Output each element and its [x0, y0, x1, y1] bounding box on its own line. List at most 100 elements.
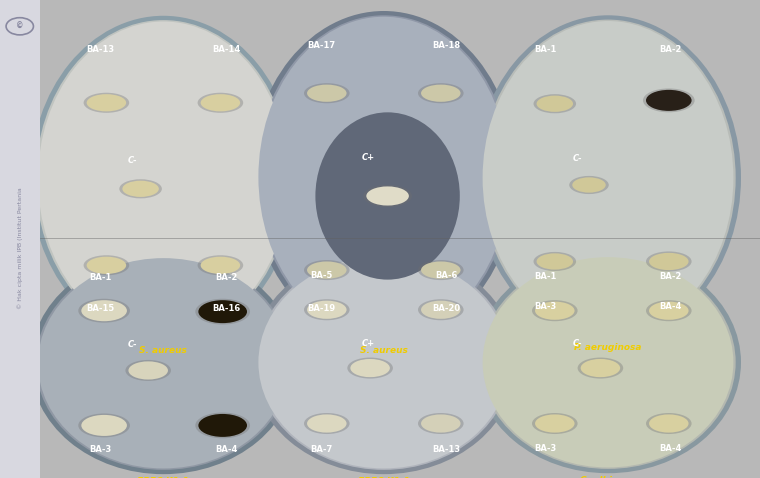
Ellipse shape	[421, 261, 461, 279]
Ellipse shape	[421, 85, 461, 102]
Ellipse shape	[307, 85, 347, 102]
Ellipse shape	[483, 21, 733, 335]
Ellipse shape	[78, 299, 130, 323]
Ellipse shape	[646, 300, 692, 321]
Ellipse shape	[198, 255, 243, 275]
Ellipse shape	[256, 255, 511, 470]
Text: C+: C+	[362, 339, 375, 348]
Ellipse shape	[483, 257, 733, 467]
Ellipse shape	[418, 413, 464, 434]
Ellipse shape	[304, 83, 350, 103]
Ellipse shape	[304, 299, 350, 320]
Ellipse shape	[347, 358, 393, 379]
Ellipse shape	[475, 251, 741, 473]
Ellipse shape	[315, 112, 460, 280]
Ellipse shape	[36, 20, 291, 338]
Ellipse shape	[578, 358, 623, 379]
Text: BA-13: BA-13	[432, 445, 461, 454]
Ellipse shape	[475, 15, 741, 340]
Text: ©: ©	[16, 22, 24, 31]
Ellipse shape	[119, 179, 162, 198]
Ellipse shape	[201, 94, 240, 111]
Text: C-: C-	[573, 339, 582, 348]
Ellipse shape	[195, 299, 250, 325]
Ellipse shape	[84, 93, 129, 113]
Ellipse shape	[418, 83, 464, 103]
Ellipse shape	[198, 414, 247, 437]
Ellipse shape	[418, 299, 464, 320]
Ellipse shape	[643, 88, 695, 112]
Ellipse shape	[421, 414, 461, 433]
Text: C-: C-	[128, 156, 138, 164]
Ellipse shape	[537, 96, 573, 112]
Text: S. aureus: S. aureus	[360, 346, 407, 355]
Ellipse shape	[128, 361, 168, 380]
Text: BA-14: BA-14	[212, 45, 240, 54]
Ellipse shape	[30, 16, 296, 343]
Ellipse shape	[418, 260, 464, 280]
Text: BA-15: BA-15	[87, 304, 115, 313]
Text: C+: C+	[362, 153, 375, 162]
Text: BA-4: BA-4	[660, 302, 682, 311]
Ellipse shape	[195, 413, 250, 438]
Ellipse shape	[350, 359, 390, 377]
Ellipse shape	[251, 250, 517, 474]
Text: BA-13: BA-13	[87, 45, 115, 54]
Text: BA-7: BA-7	[310, 445, 332, 454]
Text: BA-19: BA-19	[307, 304, 335, 313]
Ellipse shape	[304, 413, 350, 434]
Ellipse shape	[36, 257, 291, 470]
Ellipse shape	[363, 185, 412, 207]
Text: C-: C-	[128, 340, 138, 348]
Ellipse shape	[534, 252, 576, 271]
Ellipse shape	[258, 256, 509, 468]
Ellipse shape	[480, 256, 736, 469]
Text: C. albicans: C. albicans	[581, 477, 635, 478]
Ellipse shape	[125, 360, 171, 381]
Ellipse shape	[649, 302, 689, 320]
Ellipse shape	[81, 415, 127, 436]
Text: BA-1: BA-1	[534, 272, 556, 281]
Ellipse shape	[532, 300, 578, 321]
Text: S. aureus: S. aureus	[140, 346, 187, 355]
Ellipse shape	[256, 15, 511, 338]
Text: BA-1: BA-1	[90, 272, 112, 282]
Ellipse shape	[87, 257, 126, 274]
Ellipse shape	[198, 93, 243, 113]
Ellipse shape	[646, 90, 692, 111]
Ellipse shape	[78, 413, 130, 437]
Ellipse shape	[38, 258, 289, 468]
Ellipse shape	[304, 260, 350, 280]
Ellipse shape	[201, 257, 240, 274]
Ellipse shape	[480, 20, 736, 336]
Text: BA-5: BA-5	[310, 271, 332, 280]
Text: P. aeruginosa: P. aeruginosa	[575, 344, 641, 352]
Ellipse shape	[649, 414, 689, 433]
Ellipse shape	[258, 17, 509, 337]
FancyBboxPatch shape	[0, 0, 40, 478]
Ellipse shape	[649, 253, 689, 270]
Text: BA-18: BA-18	[432, 41, 461, 50]
Ellipse shape	[535, 302, 575, 320]
Ellipse shape	[534, 94, 576, 113]
Text: BA-4: BA-4	[215, 445, 237, 454]
Ellipse shape	[198, 300, 247, 323]
Ellipse shape	[537, 253, 573, 270]
Ellipse shape	[366, 186, 409, 206]
Text: BA-2: BA-2	[660, 45, 682, 54]
Ellipse shape	[572, 177, 606, 193]
Ellipse shape	[84, 255, 129, 275]
Ellipse shape	[535, 414, 575, 433]
Ellipse shape	[307, 261, 347, 279]
Ellipse shape	[81, 300, 127, 321]
Ellipse shape	[646, 413, 692, 434]
Ellipse shape	[569, 176, 609, 194]
Text: BA-20: BA-20	[432, 304, 461, 313]
Text: C-: C-	[573, 154, 582, 163]
Text: BA-16: BA-16	[212, 304, 240, 313]
Text: BA-2: BA-2	[660, 272, 682, 281]
Text: BA-17: BA-17	[307, 41, 335, 50]
Ellipse shape	[251, 11, 517, 343]
Text: BA-1: BA-1	[534, 45, 556, 54]
Ellipse shape	[421, 301, 461, 319]
